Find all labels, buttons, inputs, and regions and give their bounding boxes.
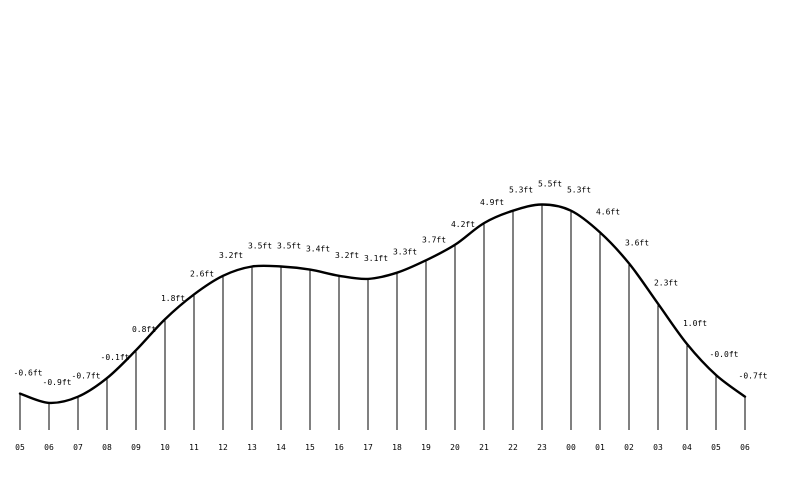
hour-label: 11 [189, 443, 199, 452]
tide-height-line [18, 203, 747, 405]
value-label: -0.7ft [739, 372, 768, 381]
value-label: 0.8ft [132, 325, 156, 334]
hour-label: 05 [711, 443, 721, 452]
hour-label: 20 [450, 443, 460, 452]
value-label: 4.9ft [480, 198, 504, 207]
hour-label: 12 [218, 443, 228, 452]
hour-label: 22 [508, 443, 518, 452]
hour-label: 10 [160, 443, 170, 452]
hour-label: 06 [740, 443, 750, 452]
hour-label: 07 [73, 443, 83, 452]
hour-label: 04 [682, 443, 692, 452]
value-label: 5.3ft [509, 186, 533, 195]
hour-label: 19 [421, 443, 431, 452]
value-label: 4.6ft [596, 207, 620, 216]
value-label: 2.3ft [654, 279, 678, 288]
value-label: 3.2ft [219, 251, 243, 260]
hour-label: 17 [363, 443, 373, 452]
value-label: 3.6ft [625, 238, 649, 247]
hour-label: 03 [653, 443, 663, 452]
hour-label: 09 [131, 443, 141, 452]
value-label: 3.7ft [422, 235, 446, 244]
value-labels: -0.6ft-0.9ft-0.7ft-0.1ft0.8ft1.8ft2.6ft3… [14, 180, 768, 387]
value-label: -0.0ft [710, 350, 739, 359]
hour-label: 16 [334, 443, 344, 452]
hour-label: 18 [392, 443, 402, 452]
hour-label: 21 [479, 443, 489, 452]
hour-label: 06 [44, 443, 54, 452]
value-label: -0.6ft [14, 369, 43, 378]
value-label: 3.2ft [335, 251, 359, 260]
value-label: -0.1ft [101, 353, 130, 362]
value-label: 3.3ft [393, 248, 417, 257]
value-label: 3.5ft [248, 242, 272, 251]
value-label: 3.1ft [364, 254, 388, 263]
hour-label: 13 [247, 443, 257, 452]
value-label: -0.7ft [72, 372, 101, 381]
value-label: 2.6ft [190, 269, 214, 278]
value-label: 3.4ft [306, 245, 330, 254]
hour-label: 02 [624, 443, 634, 452]
hour-label: 14 [276, 443, 286, 452]
hour-label: 23 [537, 443, 547, 452]
value-label: 4.2ft [451, 220, 475, 229]
value-label: -0.9ft [43, 378, 72, 387]
value-label: 1.8ft [161, 294, 185, 303]
value-label: 3.5ft [277, 242, 301, 251]
value-label: 1.0ft [683, 319, 707, 328]
hour-labels: 05 06 07 08 09 10 11 12 13 14 15 16 17 18 19 20 21 22 23 00… [15, 443, 750, 452]
hour-label: 01 [595, 443, 605, 452]
hour-label: 15 [305, 443, 315, 452]
hour-label: 05 [15, 443, 25, 452]
value-label: 5.5ft [538, 180, 562, 189]
hour-label: 08 [102, 443, 112, 452]
value-label: 5.3ft [567, 186, 591, 195]
hour-label: 00 [566, 443, 576, 452]
hour-guide-lines [19, 204, 746, 430]
